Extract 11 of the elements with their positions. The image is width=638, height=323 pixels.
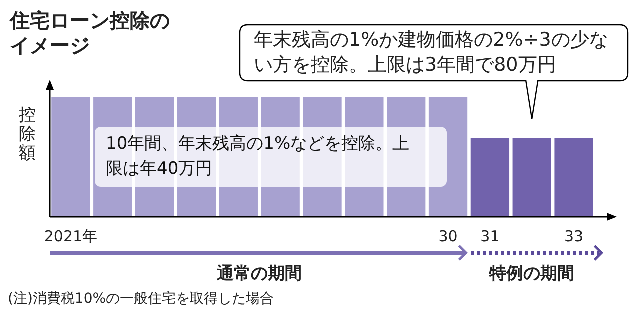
text: (注)消費税10%の一般住宅を取得した場合	[8, 291, 274, 307]
annotation: 10年間、年末残高の1%などを控除。上限は年40万円	[106, 133, 411, 181]
text: 年末残高の1%か建物価格の2%÷3の少ない方を控除。上限は3年間で80万円	[254, 28, 610, 78]
text: 通常の期間	[216, 264, 302, 284]
x-tick-label: 33	[564, 228, 584, 246]
y-axis-title: 控除額	[19, 106, 36, 164]
x-tick-label: 2021年	[44, 228, 98, 246]
chart-title: 住宅ローン控除のイメージ	[9, 8, 170, 58]
x-tick-label: 30	[438, 228, 458, 246]
x-tick-label: 31	[480, 228, 500, 246]
text: 特例の期間	[488, 264, 575, 284]
